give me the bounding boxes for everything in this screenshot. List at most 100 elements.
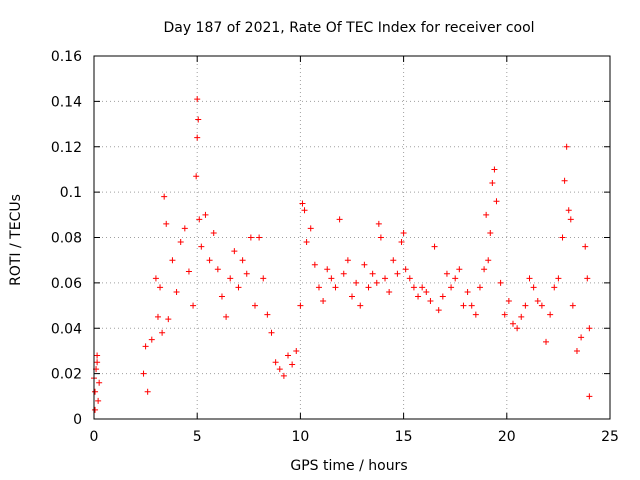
- data-point: [361, 261, 368, 268]
- data-point: [231, 248, 238, 255]
- data-point: [526, 275, 533, 282]
- data-point: [336, 216, 343, 223]
- data-point: [260, 275, 267, 282]
- data-point: [353, 279, 360, 286]
- data-point: [431, 243, 438, 250]
- data-point: [324, 266, 331, 273]
- data-point: [194, 134, 201, 141]
- data-point: [303, 239, 310, 246]
- y-tick-label: 0.06: [51, 276, 82, 292]
- data-point: [96, 379, 103, 386]
- data-point: [247, 234, 254, 241]
- data-point: [530, 284, 537, 291]
- data-point: [301, 207, 308, 214]
- data-point: [522, 302, 529, 309]
- y-tick-label: 0.1: [60, 185, 82, 201]
- x-tick-label: 25: [601, 429, 619, 445]
- data-point: [586, 325, 593, 332]
- data-point: [169, 257, 176, 264]
- data-point: [157, 284, 164, 291]
- data-point: [369, 270, 376, 277]
- data-point: [311, 261, 318, 268]
- data-point: [148, 336, 155, 343]
- data-point: [452, 275, 459, 282]
- data-point: [95, 397, 102, 404]
- data-point: [518, 313, 525, 320]
- data-point: [402, 266, 409, 273]
- chart-title: Day 187 of 2021, Rate Of TEC Index for r…: [163, 20, 534, 36]
- data-point: [276, 366, 283, 373]
- data-point: [92, 406, 99, 413]
- data-point: [493, 198, 500, 205]
- data-point: [152, 275, 159, 282]
- data-point: [514, 325, 521, 332]
- grid-lines: [94, 56, 610, 419]
- data-point: [144, 388, 151, 395]
- data-point: [481, 266, 488, 273]
- data-point: [94, 359, 101, 366]
- data-point: [243, 270, 250, 277]
- data-point: [239, 257, 246, 264]
- data-point: [547, 311, 554, 318]
- data-point: [423, 288, 430, 295]
- data-point: [332, 284, 339, 291]
- data-point: [206, 257, 213, 264]
- data-point: [198, 243, 205, 250]
- data-point: [272, 359, 279, 366]
- data-point: [427, 298, 434, 305]
- data-point: [582, 243, 589, 250]
- data-point: [439, 293, 446, 300]
- data-point: [509, 320, 516, 327]
- data-point: [501, 311, 508, 318]
- x-tick-label: 15: [395, 429, 413, 445]
- data-point: [181, 225, 188, 232]
- data-point: [551, 284, 558, 291]
- data-point: [377, 234, 384, 241]
- data-point: [154, 313, 161, 320]
- data-point: [92, 388, 99, 395]
- data-point: [563, 143, 570, 150]
- data-point: [285, 352, 292, 359]
- x-tick-label: 10: [291, 429, 309, 445]
- data-point: [476, 284, 483, 291]
- x-tick-label: 5: [193, 429, 202, 445]
- data-point: [159, 329, 166, 336]
- data-point: [573, 347, 580, 354]
- data-point: [460, 302, 467, 309]
- data-point: [410, 284, 417, 291]
- data-point: [505, 298, 512, 305]
- data-point: [349, 293, 355, 300]
- data-point: [390, 257, 397, 264]
- data-point: [357, 302, 364, 309]
- y-tick-label: 0: [73, 412, 82, 428]
- data-point: [142, 343, 149, 350]
- data-point: [534, 298, 541, 305]
- data-point: [584, 275, 591, 282]
- y-tick-label: 0.04: [51, 321, 82, 337]
- data-point: [210, 229, 217, 236]
- data-point: [543, 338, 550, 345]
- data-point: [483, 211, 490, 218]
- data-point: [196, 216, 203, 223]
- data-point: [415, 293, 422, 300]
- data-point: [344, 257, 351, 264]
- data-point: [586, 393, 593, 400]
- data-point: [297, 302, 304, 309]
- data-point: [202, 211, 209, 218]
- data-point: [489, 180, 496, 187]
- y-tick-label: 0.12: [51, 140, 82, 156]
- data-point: [218, 293, 225, 300]
- data-point: [538, 302, 545, 309]
- data-point: [398, 239, 405, 246]
- data-point: [456, 266, 463, 273]
- data-point: [487, 229, 494, 236]
- data-point: [443, 270, 450, 277]
- data-point: [578, 334, 585, 341]
- data-point: [264, 311, 271, 318]
- y-tick-label: 0.14: [51, 94, 82, 110]
- y-axis-ticks: 0 0.02 0.04 0.06 0.08 0.1 0.12 0.14 0.16: [51, 49, 610, 428]
- data-point: [386, 288, 393, 295]
- data-point: [472, 311, 479, 318]
- data-point: [382, 275, 389, 282]
- data-point: [464, 288, 471, 295]
